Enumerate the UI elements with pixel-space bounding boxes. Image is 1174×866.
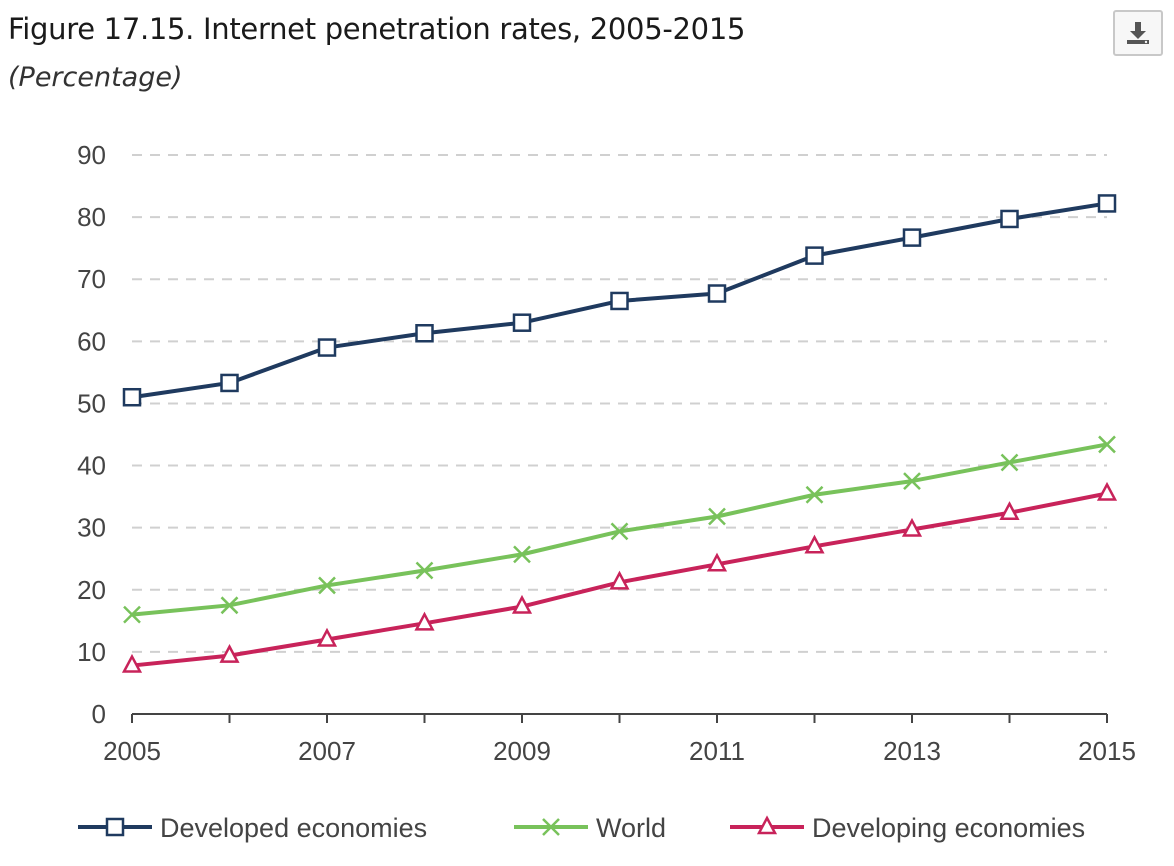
download-button[interactable] — [1113, 10, 1163, 56]
data-point-developing-economies — [706, 552, 728, 572]
x-tick-label: 2007 — [298, 736, 356, 766]
data-point-developing-economies — [609, 570, 630, 590]
series — [121, 194, 1118, 673]
data-point-developed-economies — [805, 246, 824, 265]
data-point-developed-economies — [512, 313, 532, 332]
axes: 0 10 20 30 40 50 60 70 80 90 2005 2007 2009 2011 2013 2… — [77, 140, 1136, 766]
legend-marker-developing-economies — [756, 815, 778, 835]
data-point-developed-economies — [902, 228, 922, 247]
y-tick-label: 20 — [77, 575, 106, 605]
y-tick-label: 70 — [77, 264, 106, 294]
data-point-world — [708, 507, 726, 526]
data-point-world — [513, 545, 531, 564]
data-point-developing-economies — [901, 517, 923, 537]
data-point-world — [805, 485, 824, 504]
legend-label-world: World — [596, 813, 666, 843]
x-tick-label: 2009 — [493, 736, 551, 766]
data-point-world — [220, 596, 239, 615]
y-tick-label: 50 — [77, 388, 106, 418]
y-tick-label: 0 — [92, 699, 106, 729]
data-point-world — [610, 522, 629, 541]
data-point-developing-economies — [316, 627, 338, 647]
y-tick-label: 90 — [77, 140, 106, 170]
data-point-developing-economies — [1096, 481, 1118, 501]
x-tick-label: 2011 — [689, 736, 745, 766]
data-point-world — [318, 576, 336, 595]
data-point-developed-economies — [317, 338, 337, 357]
data-point-developed-economies — [610, 291, 629, 311]
data-point-developing-economies — [511, 594, 533, 614]
legend: Developed economies World Developing econo… — [78, 813, 1085, 843]
data-point-world — [123, 605, 141, 624]
data-point-developing-economies — [804, 534, 825, 554]
y-tick-label: 10 — [77, 637, 106, 667]
chart-subtitle: (Percentage) — [8, 62, 183, 93]
data-point-world — [1000, 453, 1019, 472]
data-point-developed-economies — [220, 373, 239, 393]
y-tick-label: 30 — [77, 513, 106, 543]
data-point-developing-economies — [414, 611, 435, 631]
download-icon — [1127, 22, 1149, 44]
data-point-developed-economies — [1000, 209, 1019, 229]
data-point-developing-economies — [219, 643, 240, 663]
x-tick-label: 2005 — [103, 736, 161, 766]
y-tick-label: 80 — [77, 202, 106, 232]
data-point-world — [415, 561, 434, 580]
data-point-developing-economies — [999, 501, 1020, 521]
y-tick-label: 60 — [77, 326, 106, 356]
data-point-developing-economies — [121, 653, 143, 673]
data-point-developed-economies — [707, 284, 727, 303]
x-tick-label: 2015 — [1078, 736, 1136, 766]
legend-label-developed-economies: Developed economies — [160, 813, 427, 843]
data-point-developed-economies — [1097, 194, 1117, 213]
legend-label-developing-economies: Developing economies — [812, 813, 1085, 843]
x-tick-label: 2013 — [883, 736, 941, 766]
y-tick-label: 40 — [77, 451, 106, 481]
data-point-developed-economies — [122, 387, 142, 407]
data-point-world — [1098, 435, 1116, 454]
data-point-developed-economies — [415, 324, 434, 343]
legend-marker-developed-economies — [105, 817, 125, 837]
data-point-world — [903, 472, 921, 490]
grid-lines — [132, 154, 1107, 653]
page-title: Figure 17.15. Internet penetration rates… — [8, 12, 746, 46]
legend-marker-world — [542, 818, 560, 836]
